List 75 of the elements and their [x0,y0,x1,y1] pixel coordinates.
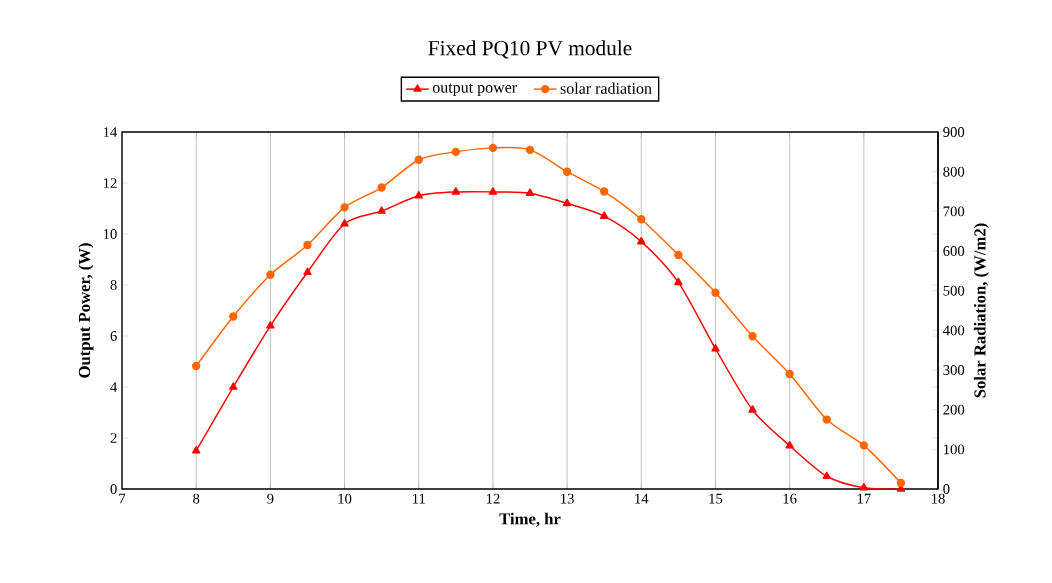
point [637,236,646,245]
y-tick-label: 4 [110,382,118,392]
point [822,471,831,479]
x-tick-label: 11 [412,493,425,504]
y-tick-label: 10 [103,229,117,239]
point [191,446,201,454]
x-tick-label: 15 [709,493,723,504]
point [562,167,572,176]
y2-tick-label: 200 [943,404,965,415]
y2-tick-label: 0 [943,484,950,494]
point [785,369,794,379]
point [599,211,609,219]
point [674,250,683,260]
point [303,240,312,250]
point [562,198,572,207]
point [859,482,869,491]
point [785,440,794,449]
legend-label: output power [432,83,517,97]
point [303,267,312,275]
x-tick-label: 13 [561,493,574,504]
y-tick-label: 14 [103,127,118,137]
point [748,405,757,413]
point [674,277,683,286]
y2-axis-title: Solar Radiation, (W/m2) [973,223,989,398]
y-tick-label: 2 [110,433,117,443]
chart-title: Fixed PQ10 PV module [428,40,632,59]
x-tick-label: 7 [119,493,126,504]
y2-tick-label: 100 [944,444,965,455]
y-tick-label: 8 [110,280,117,290]
x-tick-label: 16 [783,493,797,504]
x-tick-label: 17 [857,493,871,504]
x-tick-label: 8 [193,493,200,504]
y-axis-title: Output Power, (W) [78,243,94,378]
point [340,219,349,227]
point [414,155,423,164]
point [451,147,461,157]
y2-tick-label: 700 [943,206,965,217]
x-tick-label: 14 [635,493,649,504]
point [340,203,349,212]
point [859,441,869,450]
x-tick-label: 12 [486,493,500,504]
point [191,361,201,371]
point [896,478,906,488]
y2-tick-label: 300 [943,365,965,375]
y2-tick-label: 400 [943,325,965,336]
point [637,215,646,224]
y2-tick-label: 600 [943,246,965,256]
y2-tick-label: 800 [943,166,965,177]
point [266,270,275,280]
point [229,312,238,321]
y-tick-label: 12 [103,178,117,188]
point [488,143,498,153]
x-tick-label: 18 [931,493,945,504]
point [822,415,831,424]
y-tick-label: 6 [110,331,117,341]
point [377,183,386,192]
y-tick-label: 0 [110,484,117,494]
point [488,187,498,195]
point [377,206,386,214]
point [229,382,238,390]
x-tick-label: 9 [267,493,274,504]
point [414,191,423,199]
y2-tick-label: 900 [943,127,965,137]
point [266,321,275,329]
point [599,187,609,196]
y2-tick-label: 500 [943,285,965,296]
point [748,332,757,341]
point [711,288,720,297]
legend-label: solar radiation [560,82,652,94]
x-axis-title: Time, hr [499,512,561,527]
x-tick-label: 10 [338,493,352,504]
point [711,344,720,352]
point [451,187,461,195]
point [525,188,535,196]
point [525,145,535,155]
